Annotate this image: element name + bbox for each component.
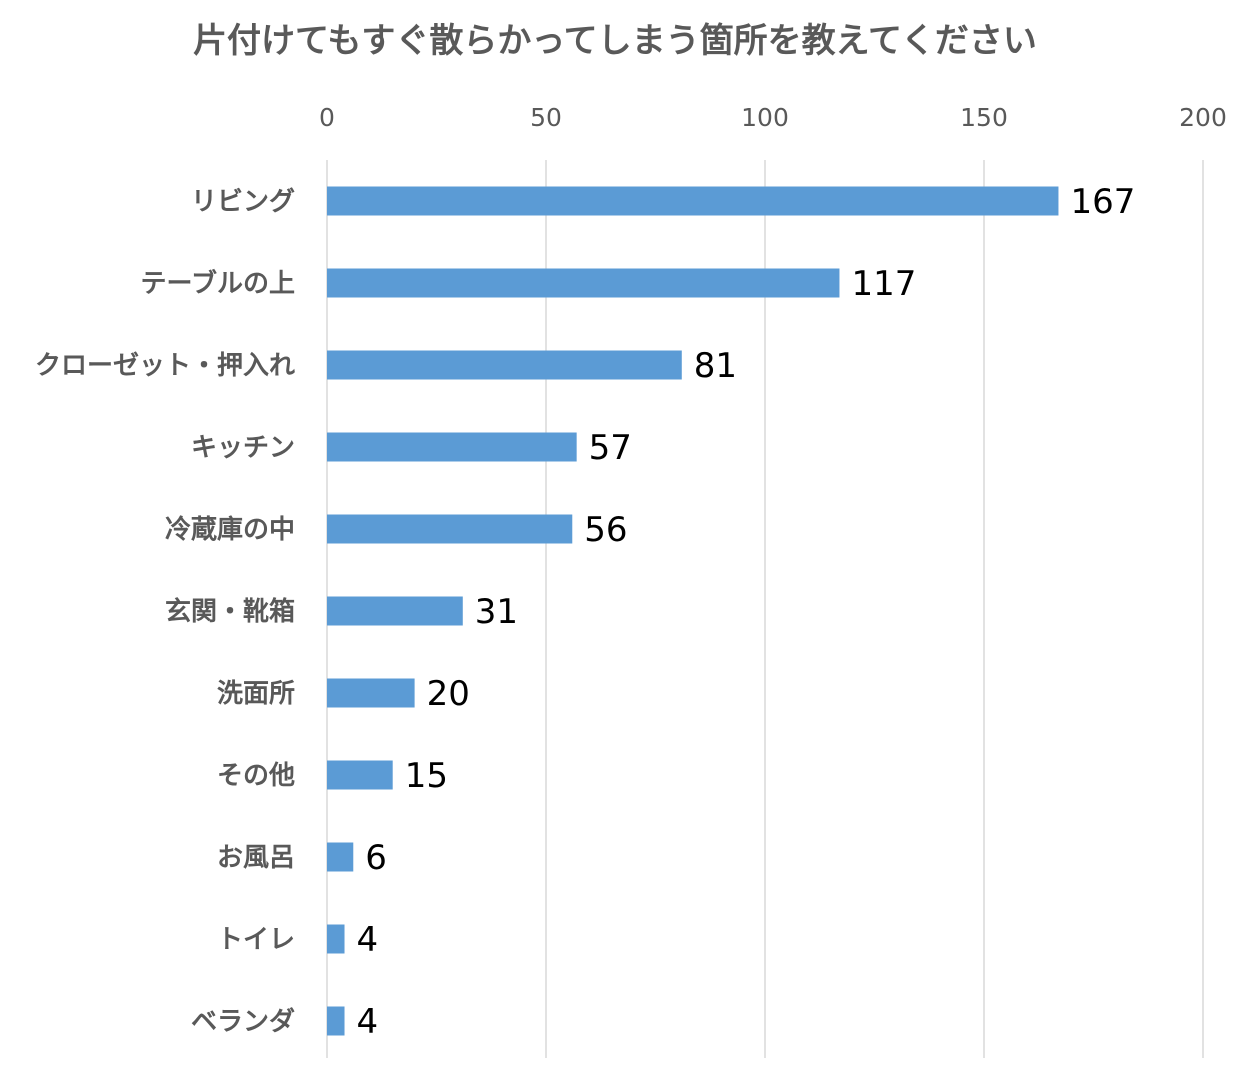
bar-8 bbox=[327, 760, 393, 790]
bar-11 bbox=[327, 1006, 345, 1036]
x-axis-ticks: 0 50 100 150 200 bbox=[319, 103, 1227, 132]
x-tick-label: 200 bbox=[1179, 103, 1227, 132]
data-label: 6 bbox=[365, 838, 387, 878]
data-label: 117 bbox=[851, 264, 916, 304]
bar-10 bbox=[327, 924, 345, 954]
bar-6 bbox=[327, 596, 463, 626]
x-tick-label: 150 bbox=[960, 103, 1008, 132]
category-label: キッチン bbox=[191, 433, 295, 463]
data-label: 57 bbox=[589, 428, 632, 468]
category-label: 玄関・靴箱 bbox=[165, 596, 295, 627]
data-label: 167 bbox=[1070, 182, 1135, 222]
category-label: テーブルの上 bbox=[141, 268, 295, 299]
bars bbox=[327, 186, 1059, 1036]
category-label: 冷蔵庫の中 bbox=[165, 514, 295, 545]
category-label: トイレ bbox=[217, 925, 295, 955]
data-label: 15 bbox=[405, 756, 448, 796]
data-label: 4 bbox=[357, 920, 379, 960]
bar-1 bbox=[327, 186, 1059, 216]
x-tick-label: 0 bbox=[319, 103, 335, 132]
category-label: その他 bbox=[217, 761, 295, 791]
category-label: クローゼット・押入れ bbox=[35, 351, 295, 381]
category-label: お風呂 bbox=[217, 843, 295, 873]
bar-5 bbox=[327, 514, 573, 544]
data-label: 31 bbox=[475, 592, 518, 632]
chart-title: 片付けてもすぐ散らかってしまう箇所を教えてください bbox=[193, 21, 1037, 61]
data-label: 56 bbox=[584, 510, 627, 550]
gridlines bbox=[326, 160, 1204, 1058]
bar-7 bbox=[327, 678, 415, 708]
category-label: 洗面所 bbox=[217, 679, 295, 709]
x-tick-label: 50 bbox=[530, 103, 562, 132]
bar-4 bbox=[327, 432, 577, 462]
bar-2 bbox=[327, 268, 840, 298]
data-label: 4 bbox=[357, 1002, 379, 1042]
bar-3 bbox=[327, 350, 682, 380]
data-labels: 167 117 81 57 56 31 20 15 6 4 4 bbox=[357, 182, 1136, 1042]
data-label: 81 bbox=[694, 346, 737, 386]
bar-9 bbox=[327, 842, 354, 872]
data-label: 20 bbox=[427, 674, 470, 714]
x-tick-label: 100 bbox=[741, 103, 789, 132]
category-labels: リビングテーブルの上クローゼット・押入れキッチン冷蔵庫の中玄関・靴箱洗面所その他… bbox=[35, 187, 295, 1037]
category-label: リビング bbox=[191, 187, 295, 217]
category-label: ベランダ bbox=[191, 1006, 295, 1037]
